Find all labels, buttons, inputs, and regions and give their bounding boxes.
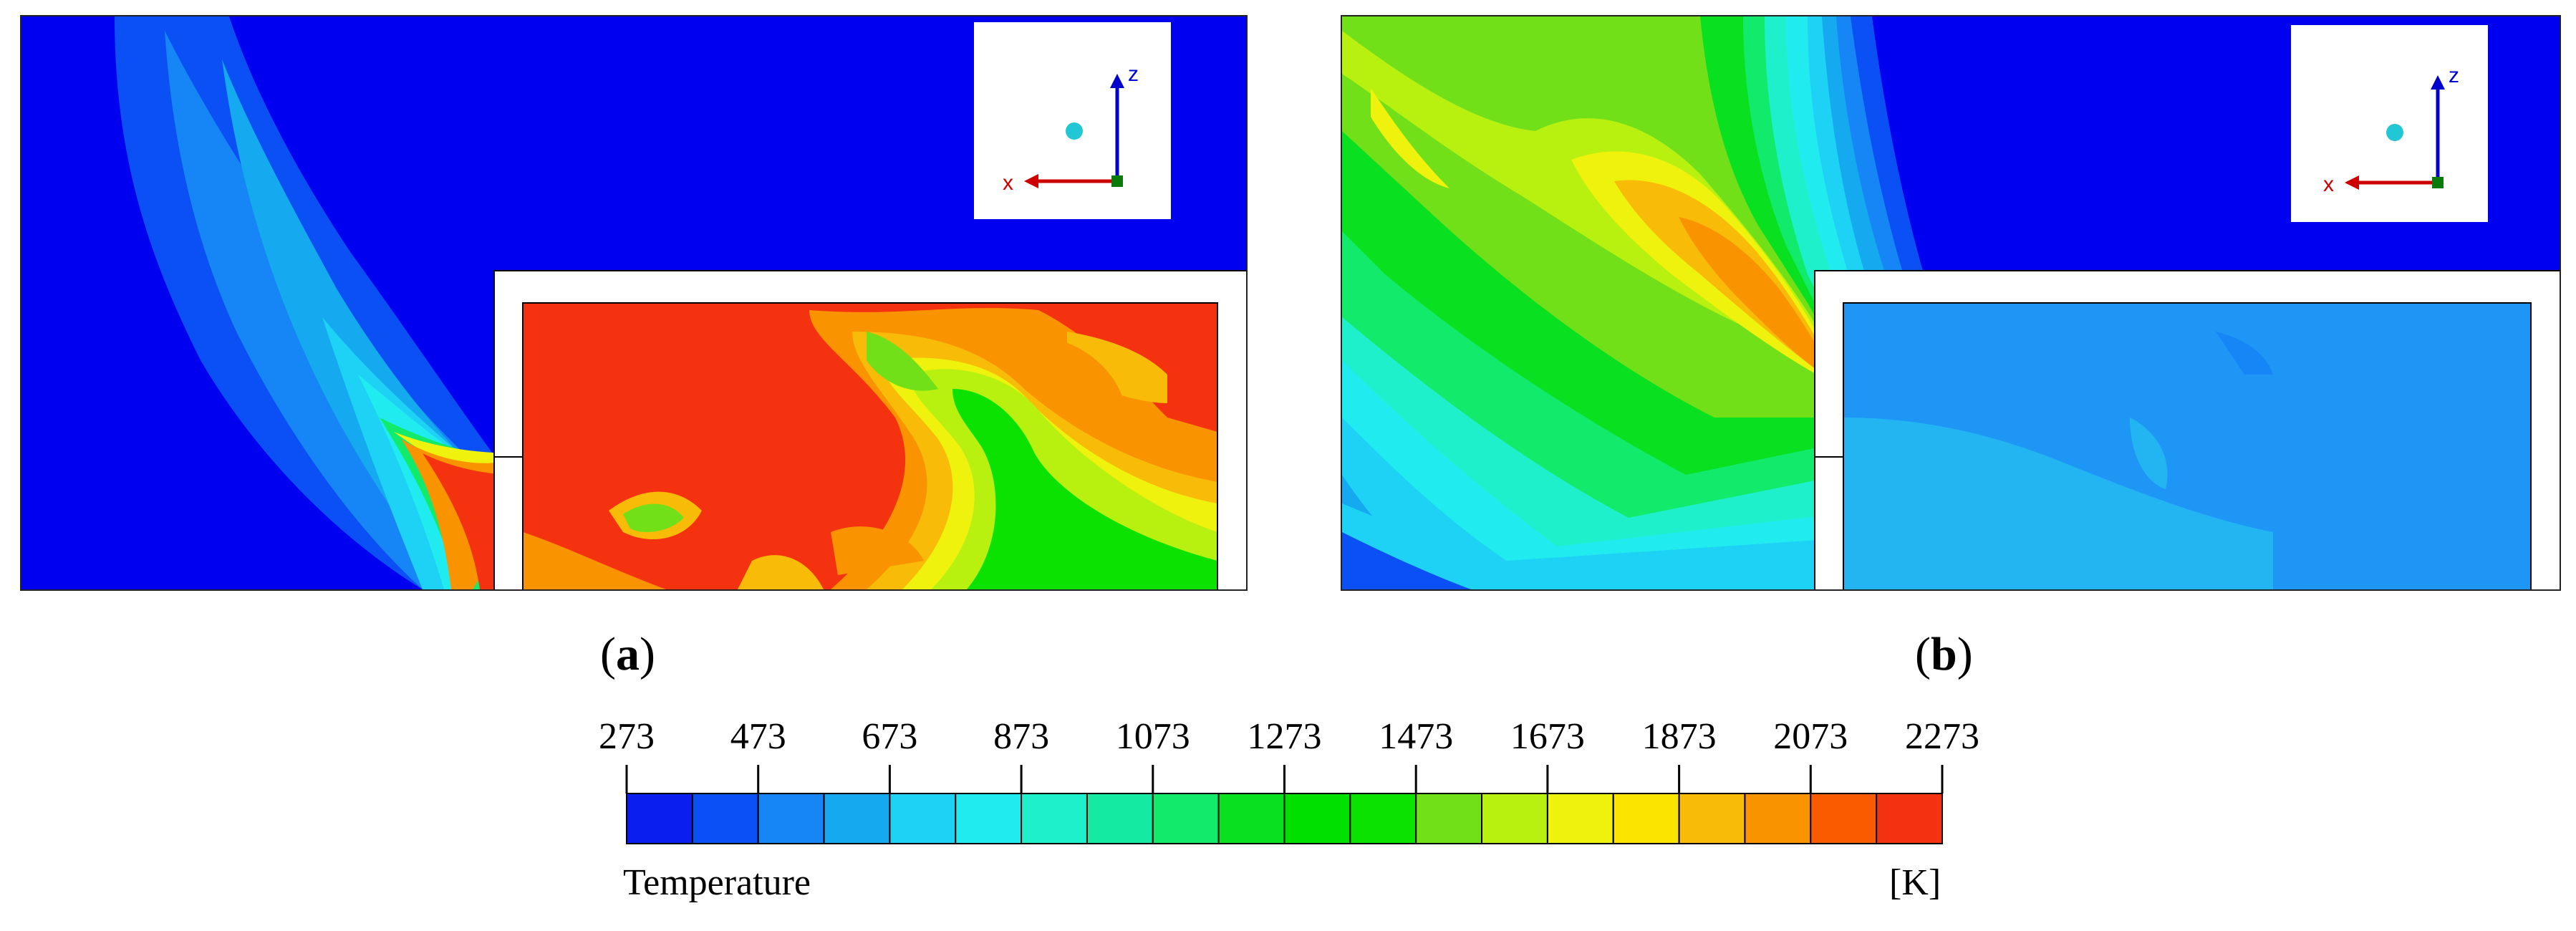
colorbar-band — [1481, 793, 1548, 844]
colorbar-band — [1152, 793, 1220, 844]
axis-label-x-a: x — [1003, 171, 1013, 195]
axis-label-z-a: z — [1128, 62, 1139, 86]
colorbar-band — [1086, 793, 1154, 844]
colorbar-band — [1349, 793, 1417, 844]
colorbar-band — [1217, 793, 1285, 844]
axis-triad-b: z x — [2291, 25, 2488, 222]
colorbar-band — [1415, 793, 1483, 844]
colorbar-band — [1283, 793, 1351, 844]
colorbar-tick-label: 873 — [993, 716, 1049, 757]
legend-unit: [K] — [1889, 862, 1941, 903]
colorbar-band — [757, 793, 825, 844]
colorbar-tick-label: 673 — [862, 716, 917, 757]
legend-title: Temperature — [623, 862, 811, 903]
colorbar-tick-label: 473 — [730, 716, 786, 757]
temperature-colorbar: 273 473 673 873 1073 1273 1473 1673 1873 2073 2273 — [599, 716, 1979, 844]
axis-label-z-b: z — [2449, 64, 2459, 87]
colorbar-band — [1678, 793, 1746, 844]
panel-label-b: (b) — [1915, 628, 1973, 680]
colorbar-tick-label: 1873 — [1642, 716, 1717, 757]
axis-triad-a: z x — [974, 22, 1171, 219]
colorbar-tick-label: 1473 — [1379, 716, 1453, 757]
colorbar-tick-label: 1273 — [1248, 716, 1322, 757]
colorbar-tick-label: 2073 — [1773, 716, 1848, 757]
colorbar-band — [1612, 793, 1680, 844]
contour-panel-a: z x — [20, 15, 1248, 591]
colorbar-tick-label: 2273 — [1905, 716, 1979, 757]
colorbar-band — [1810, 793, 1878, 844]
colorbar-band — [955, 793, 1023, 844]
colorbar-tick-label: 1673 — [1510, 716, 1585, 757]
colorbar-band — [1021, 793, 1088, 844]
colorbar-band — [691, 793, 759, 844]
colorbar-ticks: 273 473 673 873 1073 1273 1473 1673 1873 2073 2273 — [599, 716, 1979, 793]
colorbar-tick-label: 273 — [599, 716, 655, 757]
contour-panel-b: z x — [1341, 15, 2561, 591]
colorbar-band — [626, 793, 693, 844]
colorbar-band — [823, 793, 891, 844]
colorbar-bands — [626, 793, 1943, 844]
axis-label-x-b: x — [2323, 173, 2334, 196]
panel-label-a: (a) — [600, 628, 655, 680]
colorbar-band — [1546, 793, 1614, 844]
colorbar-tick-label: 1073 — [1116, 716, 1190, 757]
colorbar-band — [1876, 793, 1943, 844]
temperature-contour-b: z x — [1342, 16, 2560, 589]
temperature-contour-a: z x — [21, 16, 1246, 589]
colorbar-band — [889, 793, 957, 844]
colorbar-band — [1744, 793, 1812, 844]
